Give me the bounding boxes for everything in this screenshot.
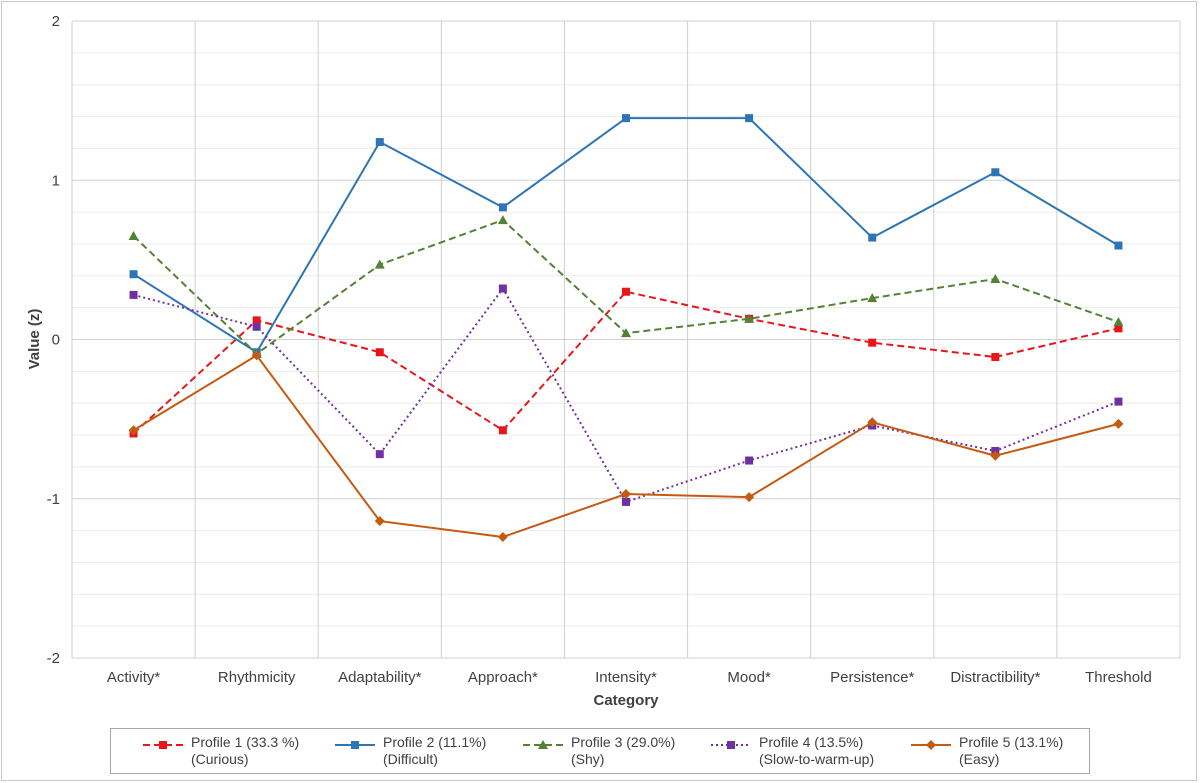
data-point	[991, 353, 1000, 362]
legend-series-sublabel: (Easy)	[959, 751, 1000, 767]
x-tick-label: Persistence*	[830, 669, 914, 686]
data-point	[745, 456, 754, 465]
legend-swatch	[711, 741, 751, 749]
series-profile-1	[129, 287, 1123, 438]
legend-swatch-marker	[159, 741, 167, 749]
y-tick-label: -2	[47, 650, 60, 667]
legend-text: Profile 2 (11.1%) (Difficult)	[383, 734, 486, 768]
x-tick-label: Adaptability*	[338, 669, 422, 686]
data-point	[498, 203, 507, 212]
data-point	[375, 450, 384, 459]
series-profile-3	[128, 215, 1124, 358]
legend: Profile 1 (33.3 %) (Curious) Profile 2 (11…	[110, 728, 1090, 774]
data-point	[252, 322, 261, 331]
x-axis-tick-labels: Activity* Rhythmicity Adaptability* Approac…	[107, 669, 1152, 686]
data-point	[868, 233, 877, 242]
data-point	[622, 287, 630, 296]
legend-swatch	[335, 741, 375, 749]
data-point	[744, 313, 755, 323]
y-tick-label: 0	[52, 332, 60, 349]
legend-text: Profile 1 (33.3 %) (Curious)	[191, 734, 299, 768]
series-lines	[128, 114, 1124, 542]
data-point	[129, 270, 138, 279]
legend-swatch	[911, 740, 951, 750]
data-point	[1113, 418, 1124, 429]
legend-series-sublabel: (Curious)	[191, 751, 249, 767]
y-tick-label: 1	[52, 172, 60, 189]
data-point	[374, 259, 385, 269]
data-point	[128, 425, 139, 436]
legend-swatch-marker	[926, 740, 936, 750]
series-profile-2	[129, 114, 1123, 357]
data-point	[990, 273, 1001, 283]
data-point	[991, 168, 1000, 177]
legend-text: Profile 5 (13.1%) (Easy)	[959, 734, 1063, 768]
y-axis-title: Value (z)	[26, 309, 43, 370]
data-point	[990, 450, 1001, 461]
data-point	[745, 114, 754, 123]
data-point	[622, 497, 630, 506]
series-profile-5	[128, 350, 1124, 542]
data-point	[621, 328, 631, 338]
y-axis-tick-labels: 2 1 0 -1 -2	[47, 13, 60, 667]
legend-series-name: Profile 2 (11.1%)	[383, 734, 487, 750]
series-profile-4	[129, 284, 1123, 506]
x-tick-label: Intensity*	[595, 669, 657, 686]
legend-series-sublabel: (Difficult)	[383, 751, 438, 767]
x-tick-label: Rhythmicity	[218, 669, 296, 686]
data-point	[375, 348, 384, 357]
series-line	[133, 117, 1119, 354]
legend-series-sublabel: (Slow-to-warm-up)	[759, 751, 875, 767]
x-tick-label: Threshold	[1085, 669, 1152, 686]
data-point	[622, 114, 630, 123]
data-point	[1113, 316, 1124, 326]
x-tick-label: Distractibility*	[950, 669, 1040, 686]
series-line	[133, 287, 1119, 503]
data-point	[497, 531, 508, 542]
legend-swatch-marker	[727, 741, 735, 749]
data-point	[497, 215, 508, 225]
data-point	[1114, 241, 1123, 250]
x-axis-title: Category	[593, 692, 659, 709]
data-point	[498, 426, 507, 435]
y-tick-label: 2	[52, 13, 60, 30]
x-tick-label: Activity*	[107, 669, 161, 686]
data-point	[621, 488, 631, 499]
legend-series-name: Profile 4 (13.5%)	[759, 734, 864, 750]
data-point	[375, 138, 384, 147]
data-point	[129, 290, 138, 299]
data-point	[744, 492, 755, 503]
x-tick-label: Mood*	[727, 669, 771, 686]
legend-swatch-marker	[351, 741, 359, 749]
legend-series-name: Profile 5 (13.1%)	[959, 734, 1064, 750]
legend-series-name: Profile 1 (33.3 %)	[191, 734, 300, 750]
data-point	[868, 338, 877, 347]
y-tick-label: -1	[47, 491, 60, 508]
data-point	[374, 516, 385, 527]
data-point	[1114, 397, 1123, 406]
data-point	[867, 293, 878, 303]
data-point	[498, 284, 507, 293]
data-point	[1114, 324, 1123, 333]
legend-text: Profile 3 (29.0%) (Shy)	[571, 734, 675, 768]
data-point	[251, 350, 262, 361]
data-point	[252, 316, 261, 325]
legend-series-name: Profile 3 (29.0%)	[571, 734, 676, 750]
legend-series-sublabel: (Shy)	[571, 751, 605, 767]
data-point	[128, 230, 139, 240]
legend-swatch	[143, 741, 183, 749]
legend-swatch-marker	[538, 740, 548, 749]
legend-swatch	[523, 740, 563, 749]
series-line	[132, 290, 1119, 435]
data-point	[867, 417, 878, 428]
x-tick-label: Approach*	[468, 669, 538, 686]
legend-text: Profile 4 (13.5%) (Slow-to-warm-up)	[759, 734, 874, 768]
